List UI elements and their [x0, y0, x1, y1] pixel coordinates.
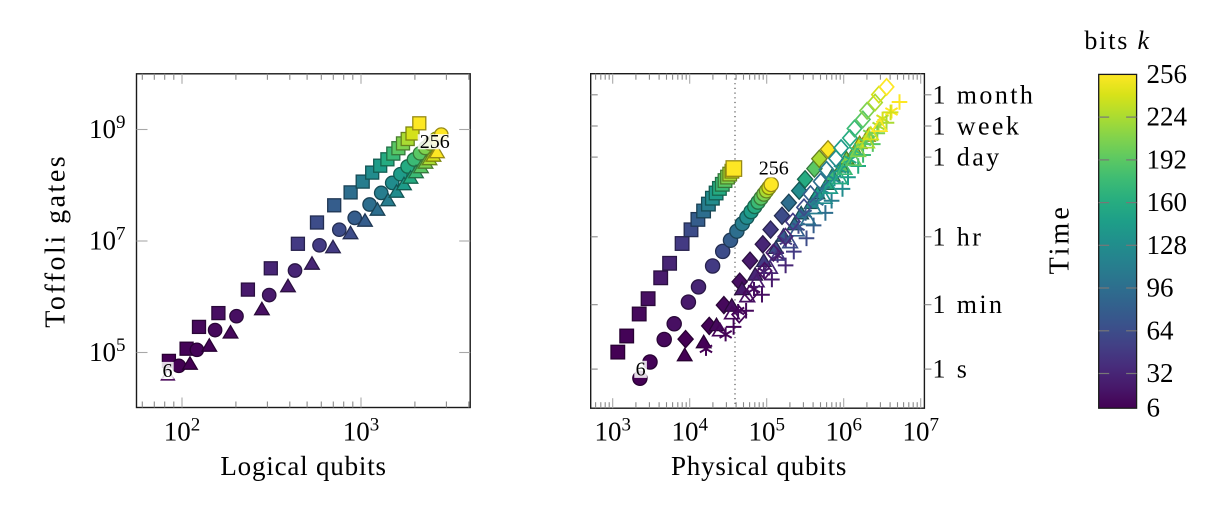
- svg-text:128: 128: [1147, 230, 1188, 260]
- svg-text:Logical qubits: Logical qubits: [220, 451, 386, 481]
- svg-text:6: 6: [636, 359, 646, 381]
- svg-text:224: 224: [1147, 102, 1188, 132]
- svg-text:64: 64: [1147, 315, 1175, 345]
- svg-text:1 day: 1 day: [933, 143, 1002, 172]
- svg-text:32: 32: [1147, 358, 1174, 388]
- svg-text:160: 160: [1147, 187, 1188, 217]
- svg-text:1 month: 1 month: [933, 80, 1036, 109]
- svg-text:Toffoli gates: Toffoli gates: [41, 154, 72, 328]
- svg-text:1 min: 1 min: [933, 290, 1005, 319]
- svg-text:1 s: 1 s: [933, 355, 970, 384]
- svg-text:1 hr: 1 hr: [933, 222, 984, 251]
- svg-text:6: 6: [1147, 393, 1161, 423]
- svg-text:192: 192: [1147, 144, 1188, 174]
- svg-text:96: 96: [1147, 273, 1174, 303]
- svg-text:256: 256: [759, 157, 789, 179]
- svg-text:256: 256: [1147, 59, 1188, 89]
- svg-text:Physical qubits: Physical qubits: [671, 451, 847, 481]
- svg-text:1 week: 1 week: [933, 112, 1022, 141]
- svg-text:256: 256: [420, 131, 450, 153]
- svg-text:Time: Time: [1045, 204, 1076, 274]
- svg-text:105: 105: [89, 335, 126, 367]
- svg-text:6: 6: [163, 360, 173, 382]
- svg-text:bits k: bits k: [1084, 26, 1150, 55]
